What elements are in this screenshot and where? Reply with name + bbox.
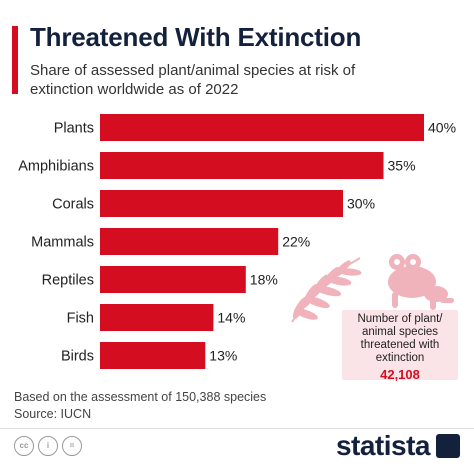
value-label: 30% bbox=[347, 196, 375, 212]
category-label: Plants bbox=[54, 121, 94, 137]
bar-corals bbox=[100, 190, 343, 217]
category-label: Birds bbox=[61, 349, 94, 365]
fern-icon bbox=[291, 257, 362, 323]
category-label: Corals bbox=[52, 197, 94, 213]
value-label: 18% bbox=[250, 272, 278, 288]
creative-commons-icon: cc bbox=[14, 436, 34, 456]
category-label: Mammals bbox=[31, 235, 94, 251]
value-label: 14% bbox=[217, 310, 245, 326]
category-label: Reptiles bbox=[42, 273, 94, 289]
callout-text: Number of plant/ animal species threaten… bbox=[357, 313, 443, 364]
frog-and-fern-illustration bbox=[291, 254, 454, 323]
source-note: Source: IUCN bbox=[14, 407, 92, 421]
value-label: 13% bbox=[209, 348, 237, 364]
brand-logo-icon bbox=[436, 434, 460, 458]
footer-divider bbox=[0, 428, 474, 429]
attribution-icon: i bbox=[38, 436, 58, 456]
bar-birds bbox=[100, 342, 206, 369]
brand-logo-text: statista bbox=[335, 430, 431, 461]
no-derivatives-icon: = bbox=[62, 436, 82, 456]
category-label: Fish bbox=[67, 311, 94, 327]
title-accent-bar bbox=[12, 26, 18, 94]
value-label: 40% bbox=[428, 120, 456, 136]
category-label: Amphibians bbox=[18, 159, 94, 175]
bar-amphibians bbox=[100, 152, 384, 179]
bar-mammals bbox=[100, 228, 279, 255]
bar-reptiles bbox=[100, 266, 246, 293]
bar-fish bbox=[100, 304, 214, 331]
frog-icon bbox=[388, 254, 454, 310]
license-icons: cc i = bbox=[14, 436, 82, 456]
value-label: 35% bbox=[388, 158, 416, 174]
species-count-callout: Number of plant/ animal species threaten… bbox=[342, 310, 458, 382]
chart-title: Threatened With Extinction bbox=[30, 22, 362, 52]
bar-plants bbox=[100, 114, 424, 141]
value-label: 22% bbox=[282, 234, 310, 250]
callout-value: 42,108 bbox=[380, 367, 420, 382]
assessment-note: Based on the assessment of 150,388 speci… bbox=[14, 390, 267, 404]
chart-subtitle: Share of assessed plant/animal species a… bbox=[30, 62, 356, 98]
